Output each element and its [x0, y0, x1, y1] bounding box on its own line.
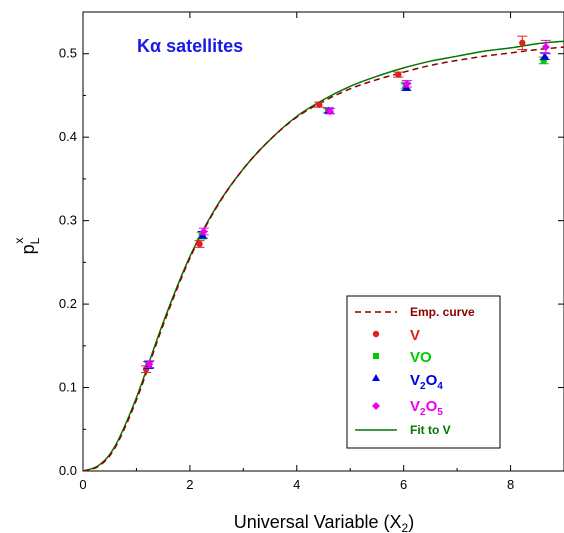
x-tick-label: 2 [186, 477, 193, 492]
point-v2o4 [540, 52, 549, 60]
legend-vo-marker [373, 353, 379, 359]
y-tick-label: 0.1 [59, 380, 77, 395]
y-axis-label: pLx [12, 237, 42, 254]
axis-ticks: 0 2 4 6 8 0.0 0.1 0.2 0.3 0.4 0.5 [59, 11, 564, 492]
legend-v-marker [372, 330, 380, 338]
y-tick-label: 0.2 [59, 296, 77, 311]
legend-fit-label: Fit to V [410, 423, 451, 437]
point-vo [540, 57, 547, 64]
svg-text:pLx: pLx [12, 237, 42, 254]
y-tick-label: 0.5 [59, 46, 77, 61]
x-tick-label: 0 [79, 477, 86, 492]
y-tick-label: 0.4 [59, 129, 77, 144]
point-v2o5 [199, 227, 208, 236]
annotation-text: Kα satellites [137, 36, 243, 56]
point-v [519, 39, 526, 47]
x-axis-label: Universal Variable (X2) [234, 512, 414, 533]
point-v [316, 101, 323, 108]
point-v2o5 [541, 43, 550, 52]
legend-vo-label: VO [410, 349, 432, 366]
legend: Emp. curve V VO V2O4 V2O5 Fit to V [346, 295, 501, 449]
x-tick-label: 8 [507, 477, 514, 492]
legend-v-label: V [410, 327, 420, 344]
fit-curve [82, 40, 564, 472]
point-v2o5 [325, 107, 334, 116]
y-tick-label: 0.0 [59, 463, 77, 478]
data-points [141, 35, 551, 374]
plot-frame [82, 11, 564, 472]
point-v [395, 71, 402, 78]
legend-v2o4-marker [372, 374, 380, 381]
x-tick-label: 6 [400, 477, 407, 492]
curves [82, 40, 564, 472]
legend-v2o5-marker [372, 402, 380, 410]
legend-box [346, 295, 501, 449]
y-tick-label: 0.3 [59, 213, 77, 228]
point-v [196, 240, 203, 248]
legend-v2o4-label: V2O4 [410, 372, 443, 392]
x-tick-label: 4 [293, 477, 300, 492]
point-v2o5 [402, 79, 411, 88]
point-v2o5 [145, 360, 154, 369]
legend-v2o5-label: V2O5 [410, 398, 443, 418]
legend-emp-label: Emp. curve [410, 305, 475, 319]
emp-curve [82, 46, 564, 472]
